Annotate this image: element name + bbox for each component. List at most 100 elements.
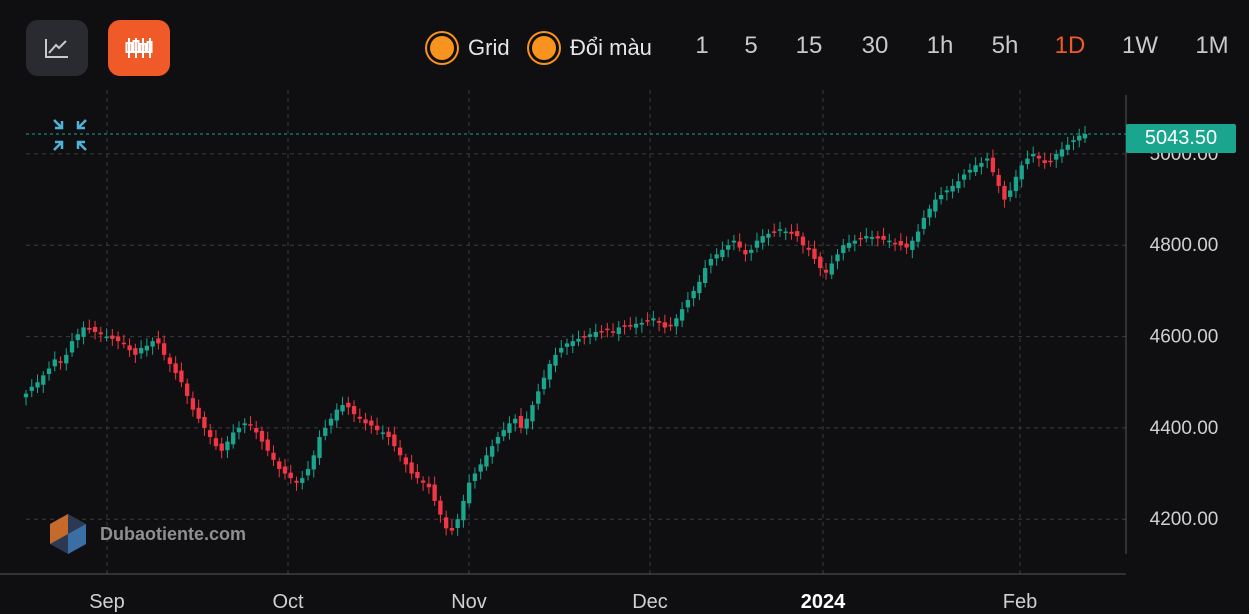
candle-body xyxy=(254,428,259,433)
candle-body xyxy=(818,256,823,269)
timeframe-1h[interactable]: 1h xyxy=(926,32,954,59)
candle-body xyxy=(858,237,863,240)
fullscreen-icon[interactable] xyxy=(53,119,87,151)
candle-body xyxy=(507,423,512,433)
candle-body xyxy=(1025,158,1030,165)
candle-body xyxy=(334,409,339,421)
candle-body xyxy=(984,158,990,161)
candle-body xyxy=(702,268,708,283)
candle-body xyxy=(674,318,679,327)
candle-body xyxy=(202,416,207,428)
timeframe-1W[interactable]: 1W xyxy=(1122,32,1158,59)
candle-body xyxy=(495,437,501,444)
candle-body xyxy=(956,181,961,189)
candle-body xyxy=(305,468,311,476)
candle-body xyxy=(173,363,178,374)
candle-body xyxy=(213,438,219,447)
candle-body xyxy=(144,345,150,351)
candle-body xyxy=(547,363,552,380)
candle-body xyxy=(156,338,161,344)
candle-body xyxy=(69,341,75,353)
candle-body xyxy=(1077,135,1082,141)
timeframe-1D[interactable]: 1D xyxy=(1054,32,1086,59)
candlestick-chart-button[interactable] xyxy=(108,20,170,76)
candle-body xyxy=(812,248,817,259)
candle-body xyxy=(1019,165,1024,180)
candle-body xyxy=(881,235,886,240)
candle-body xyxy=(599,331,604,333)
candle-body xyxy=(651,318,656,321)
candle-body xyxy=(846,242,852,248)
candle-body xyxy=(340,405,345,412)
candle-body xyxy=(23,393,29,398)
candle-body xyxy=(887,240,892,243)
candle-body xyxy=(714,254,719,259)
color-label: Đổi màu xyxy=(570,35,652,60)
candle-body xyxy=(167,357,173,364)
watermark: Dubaotiente.com xyxy=(46,512,246,556)
candle-body xyxy=(484,455,489,467)
timeframe-1[interactable]: 1 xyxy=(695,32,709,59)
timeframe-15[interactable]: 15 xyxy=(795,32,823,59)
candle-body xyxy=(242,423,247,426)
candle-body xyxy=(892,242,898,245)
candle-body xyxy=(449,527,455,531)
candle-body xyxy=(443,517,449,529)
candle-body xyxy=(127,345,132,351)
candle-body xyxy=(731,240,737,243)
candle-body xyxy=(536,391,541,404)
candle-body xyxy=(795,231,800,237)
x-tick-label: Oct xyxy=(272,591,304,613)
candle-body xyxy=(841,245,846,254)
candle-body xyxy=(1082,134,1088,139)
y-tick-label: 4800.00 xyxy=(1150,235,1219,256)
candle-body xyxy=(311,455,316,470)
line-chart-button[interactable] xyxy=(26,20,88,76)
candle-body xyxy=(271,452,276,460)
candle-body xyxy=(823,269,829,273)
timeframe-5[interactable]: 5 xyxy=(744,32,758,59)
color-toggle-dot xyxy=(532,36,556,60)
x-tick-label: Sep xyxy=(89,591,125,613)
candle-body xyxy=(179,370,184,383)
candle-body xyxy=(41,375,46,385)
candle-body xyxy=(467,482,472,504)
watermark-text: Dubaotiente.com xyxy=(100,523,247,544)
candle-body xyxy=(64,354,69,364)
candle-body xyxy=(1013,176,1019,192)
candle-body xyxy=(518,416,524,428)
x-tick-label: Nov xyxy=(451,591,487,613)
candle-body xyxy=(1071,140,1076,143)
candle-body xyxy=(749,249,754,253)
candle-body xyxy=(587,334,593,337)
candle-body xyxy=(35,382,40,388)
candle-body xyxy=(426,483,432,488)
candle-body xyxy=(121,342,127,345)
candle-body xyxy=(800,236,806,246)
candle-body xyxy=(282,466,288,474)
candle-body xyxy=(553,354,558,366)
candle-body xyxy=(110,335,115,339)
candle-body xyxy=(478,464,483,472)
candle-body xyxy=(754,240,760,248)
timeframe-5h[interactable]: 5h xyxy=(991,32,1019,59)
color-toggle[interactable]: Đổi màu xyxy=(526,32,652,64)
candle-body xyxy=(685,300,691,308)
candle-body xyxy=(662,322,668,328)
candle-body xyxy=(374,425,380,431)
y-tick-label: 4400.00 xyxy=(1150,418,1219,439)
candle-body xyxy=(656,321,662,323)
candle-body xyxy=(915,231,921,242)
grid-toggle[interactable]: Grid xyxy=(424,32,510,64)
y-tick-label: 4600.00 xyxy=(1150,327,1219,348)
candle-body xyxy=(184,383,190,396)
candle-body xyxy=(766,233,771,238)
timeframe-1M[interactable]: 1M xyxy=(1195,32,1229,59)
candle-body xyxy=(1042,160,1047,164)
timeframe-30[interactable]: 30 xyxy=(861,32,889,59)
x-tick-label: Dec xyxy=(632,591,668,613)
candle-body xyxy=(1036,155,1042,159)
candle-body xyxy=(616,327,621,335)
candle-body xyxy=(829,263,834,275)
